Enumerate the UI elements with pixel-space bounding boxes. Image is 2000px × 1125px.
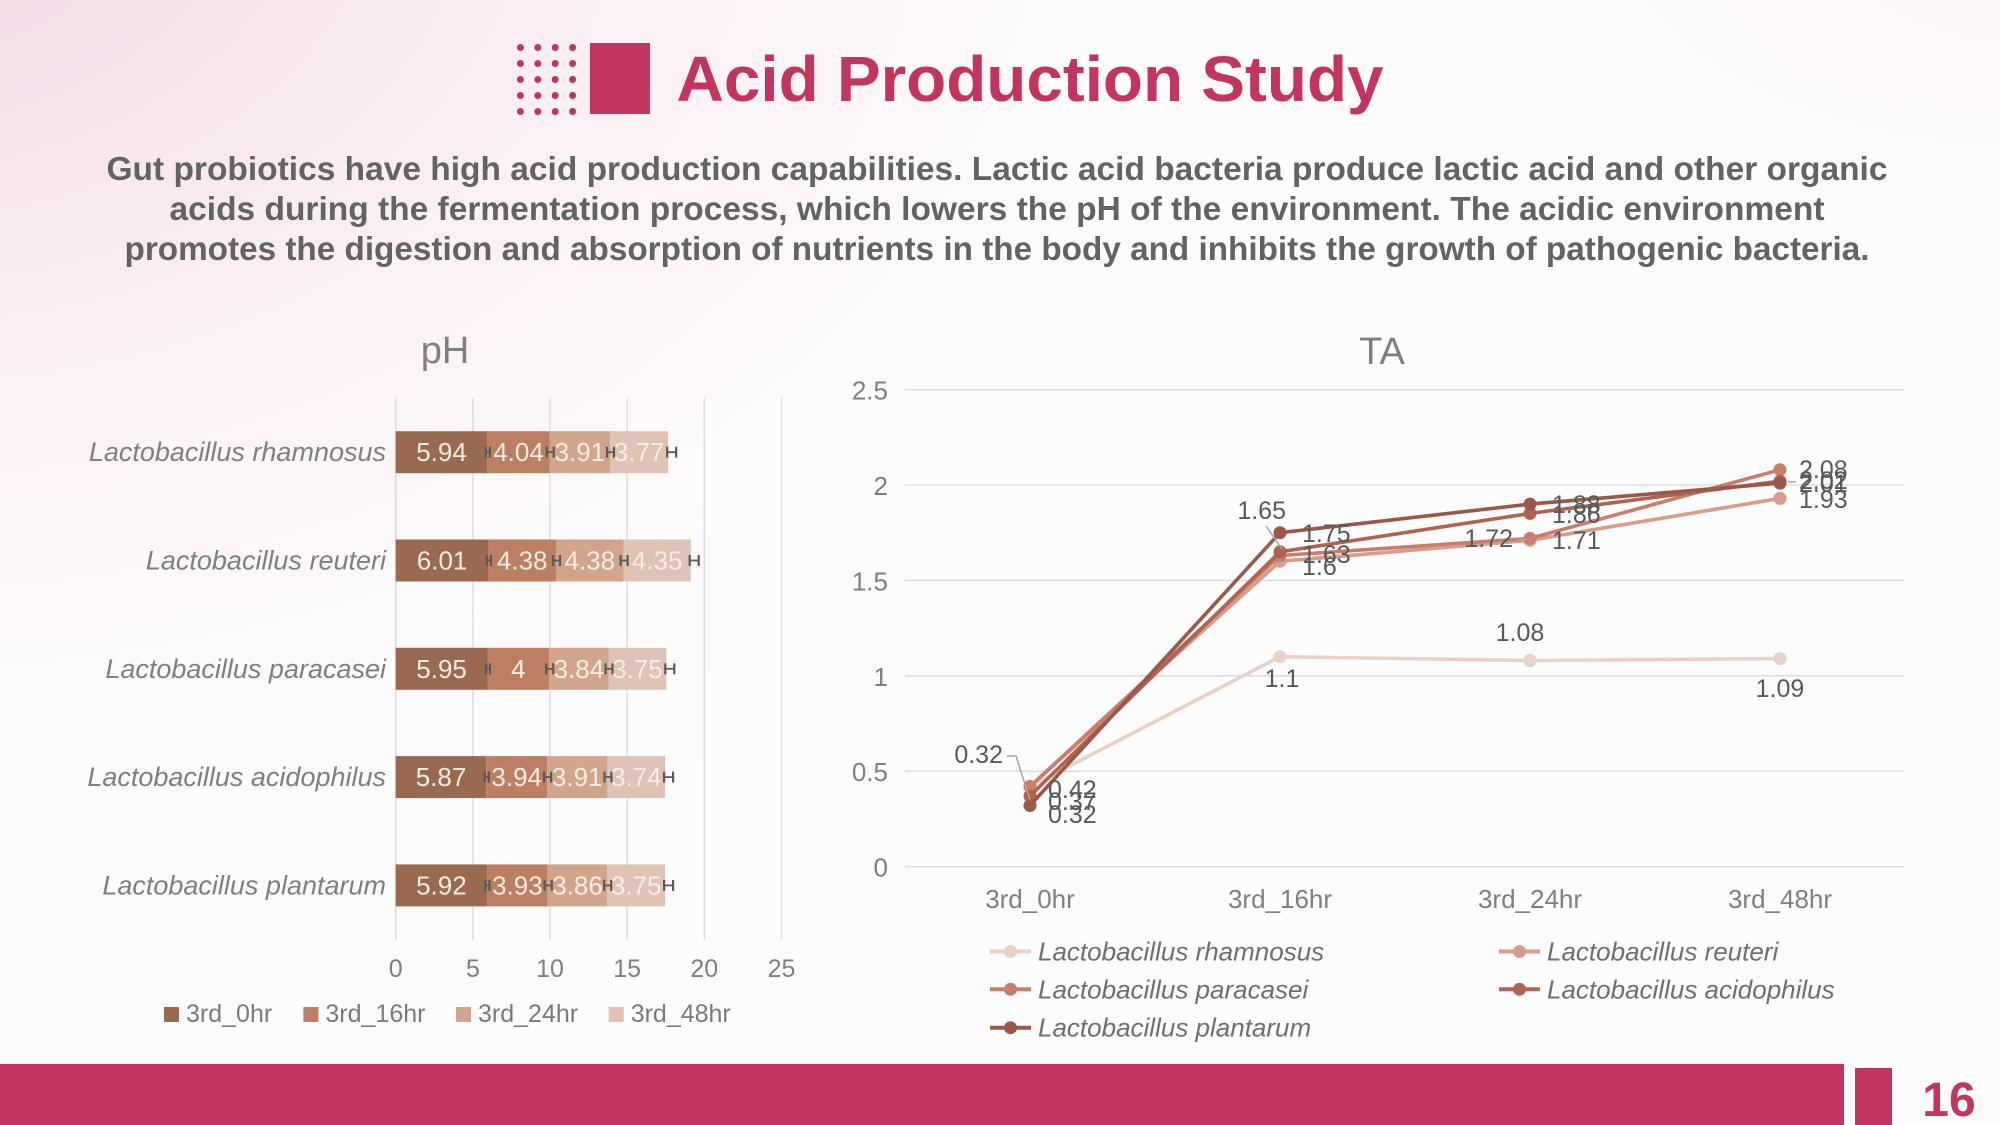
svg-text:2.08: 2.08 bbox=[1799, 456, 1848, 484]
svg-text:5.95: 5.95 bbox=[416, 654, 467, 684]
svg-text:0.42: 0.42 bbox=[1048, 776, 1097, 804]
svg-text:3.94: 3.94 bbox=[491, 762, 542, 792]
svg-text:1.93: 1.93 bbox=[1799, 486, 1848, 514]
svg-text:3rd_24hr: 3rd_24hr bbox=[478, 1000, 578, 1028]
svg-text:0: 0 bbox=[389, 955, 403, 983]
svg-text:1.08: 1.08 bbox=[1496, 619, 1545, 647]
svg-text:1.09: 1.09 bbox=[1756, 675, 1805, 703]
svg-text:20: 20 bbox=[690, 955, 718, 983]
svg-text:3rd_48hr: 3rd_48hr bbox=[1728, 884, 1832, 914]
svg-text:4.04: 4.04 bbox=[493, 437, 544, 467]
svg-text:4: 4 bbox=[511, 654, 525, 684]
svg-text:2.02: 2.02 bbox=[1799, 467, 1848, 495]
svg-text:0.5: 0.5 bbox=[852, 757, 888, 787]
svg-text:1.1: 1.1 bbox=[1265, 665, 1300, 693]
svg-text:3rd_16hr: 3rd_16hr bbox=[325, 1000, 425, 1028]
svg-text:3.75: 3.75 bbox=[612, 654, 663, 684]
svg-text:3.75: 3.75 bbox=[611, 870, 662, 900]
svg-text:4.38: 4.38 bbox=[497, 546, 548, 576]
svg-text:2.5: 2.5 bbox=[852, 376, 888, 406]
svg-text:0: 0 bbox=[874, 853, 888, 883]
svg-text:5.92: 5.92 bbox=[416, 870, 467, 900]
svg-text:5.87: 5.87 bbox=[416, 762, 467, 792]
svg-text:Lactobacillus reuteri: Lactobacillus reuteri bbox=[146, 546, 387, 576]
svg-text:1.6: 1.6 bbox=[1302, 553, 1337, 581]
svg-text:Lactobacillus rhamnosus: Lactobacillus rhamnosus bbox=[89, 437, 386, 467]
svg-text:Lactobacillus acidophilus: Lactobacillus acidophilus bbox=[87, 762, 386, 792]
svg-text:0.32: 0.32 bbox=[954, 741, 1003, 769]
svg-text:4.38: 4.38 bbox=[564, 546, 615, 576]
svg-text:1.72: 1.72 bbox=[1464, 525, 1513, 553]
svg-text:3.84: 3.84 bbox=[554, 654, 605, 684]
svg-text:Acid Production Study: Acid Production Study bbox=[677, 43, 1384, 115]
svg-text:promotes the digestion and abs: promotes the digestion and absorption of… bbox=[125, 230, 1870, 267]
svg-text:1.63: 1.63 bbox=[1302, 541, 1351, 569]
svg-text:5.94: 5.94 bbox=[416, 437, 467, 467]
svg-text:3rd_48hr: 3rd_48hr bbox=[631, 1000, 731, 1028]
svg-text:1.65: 1.65 bbox=[1237, 497, 1286, 525]
svg-text:0.32: 0.32 bbox=[1048, 801, 1097, 829]
svg-text:pH: pH bbox=[421, 330, 470, 372]
svg-text:6.01: 6.01 bbox=[417, 546, 468, 576]
svg-text:0.37: 0.37 bbox=[1048, 788, 1097, 816]
svg-text:25: 25 bbox=[768, 955, 796, 983]
svg-text:3rd_24hr: 3rd_24hr bbox=[1478, 884, 1582, 914]
svg-text:Lactobacillus plantarum: Lactobacillus plantarum bbox=[102, 870, 386, 900]
svg-text:16: 16 bbox=[1922, 1074, 1975, 1125]
svg-text:3.77: 3.77 bbox=[614, 437, 665, 467]
svg-text:Lactobacillus acidophilus: Lactobacillus acidophilus bbox=[1547, 974, 1835, 1004]
svg-text:Lactobacillus paracasei: Lactobacillus paracasei bbox=[105, 654, 387, 684]
svg-text:1.75: 1.75 bbox=[1302, 520, 1351, 548]
svg-text:3.86: 3.86 bbox=[552, 870, 603, 900]
svg-text:3.93: 3.93 bbox=[492, 870, 543, 900]
svg-text:Lactobacillus reuteri: Lactobacillus reuteri bbox=[1547, 937, 1779, 967]
svg-text:TA: TA bbox=[1359, 331, 1405, 373]
svg-text:1.88: 1.88 bbox=[1552, 491, 1601, 519]
svg-text:Gut probiotics have high acid: Gut probiotics have high acid production… bbox=[107, 150, 1888, 187]
svg-text:2: 2 bbox=[874, 471, 888, 501]
svg-text:Lactobacillus paracasei: Lactobacillus paracasei bbox=[1038, 974, 1309, 1004]
svg-text:acids during the fermentation: acids during the fermentation process, w… bbox=[170, 190, 1825, 227]
svg-text:Lactobacillus plantarum: Lactobacillus plantarum bbox=[1038, 1013, 1311, 1043]
svg-text:3.91: 3.91 bbox=[552, 762, 603, 792]
svg-text:3rd_16hr: 3rd_16hr bbox=[1228, 884, 1332, 914]
svg-text:1.71: 1.71 bbox=[1552, 527, 1601, 555]
svg-text:1.5: 1.5 bbox=[852, 566, 888, 596]
svg-text:2.01: 2.01 bbox=[1799, 470, 1848, 498]
svg-text:Lactobacillus rhamnosus: Lactobacillus rhamnosus bbox=[1038, 937, 1324, 967]
svg-text:3rd_0hr: 3rd_0hr bbox=[985, 884, 1075, 914]
svg-text:1: 1 bbox=[874, 662, 888, 692]
svg-text:1.86: 1.86 bbox=[1552, 501, 1601, 529]
svg-text:3rd_0hr: 3rd_0hr bbox=[186, 1000, 272, 1028]
svg-text:4.35: 4.35 bbox=[632, 546, 683, 576]
svg-text:3.74: 3.74 bbox=[611, 762, 662, 792]
svg-text:10: 10 bbox=[536, 955, 564, 983]
svg-text:5: 5 bbox=[466, 955, 480, 983]
svg-text:15: 15 bbox=[613, 955, 641, 983]
svg-text:3.91: 3.91 bbox=[555, 437, 606, 467]
